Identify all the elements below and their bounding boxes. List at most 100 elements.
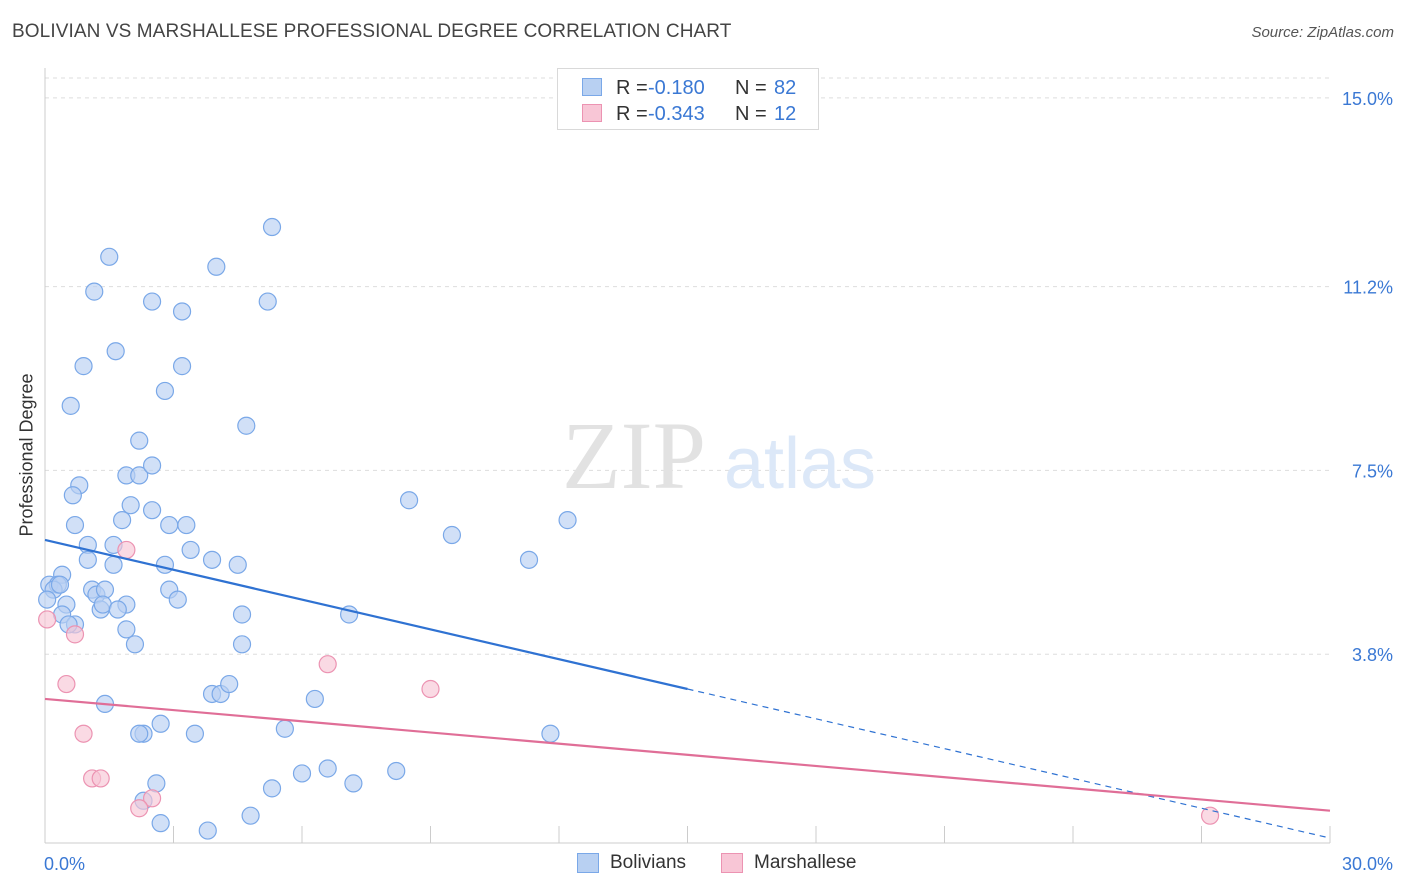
marshallese-point-11	[1200, 806, 1220, 825]
bolivians-point-76	[262, 779, 282, 798]
bolivians-point-59	[232, 635, 252, 654]
bolivians-point-66	[151, 714, 170, 733]
marshallese-point-6	[74, 724, 93, 743]
bolivians-point-32	[155, 555, 175, 574]
bolivians-point-15	[130, 466, 149, 485]
bolivians-point-21	[399, 491, 419, 510]
bolivians-point-12	[237, 416, 256, 435]
bolivians-point-44	[95, 580, 115, 599]
bolivians-point-74	[387, 761, 406, 781]
bolivians-point-65	[305, 689, 324, 709]
legend-swatch-pink	[721, 853, 743, 873]
axes	[44, 68, 1331, 844]
trend-lines	[44, 538, 1331, 839]
n-label: N =	[735, 77, 767, 99]
y-tick-label-2: 11.2%	[1343, 278, 1393, 298]
marshallese-point-4	[318, 655, 337, 674]
marshallese-point-5	[421, 679, 440, 699]
y-tick-label-3: 15.0%	[1342, 89, 1393, 109]
bolivians-point-36	[519, 550, 539, 569]
bolivians-point-81	[241, 806, 260, 825]
y-tick-label-0: 3.8%	[1352, 645, 1393, 665]
bolivians-point-77	[344, 774, 363, 793]
bolivians-point-27	[558, 511, 577, 530]
series-bolivians	[38, 217, 577, 840]
bolivians-point-72	[318, 759, 337, 778]
bolivians-point-33	[202, 550, 222, 569]
bolivians-point-53	[108, 600, 127, 619]
marshallese-point-8	[91, 769, 110, 788]
bolivians-point-8	[74, 357, 93, 376]
bolivians-point-34	[104, 555, 123, 574]
bolivians-point-73	[292, 764, 312, 783]
bolivians-point-30	[181, 540, 200, 560]
bolivians-point-1	[85, 282, 104, 301]
bolivians-point-58	[117, 620, 136, 639]
bolivians-point-46	[168, 590, 187, 609]
marshallese-point-9	[142, 789, 162, 808]
n-value: 82	[774, 77, 797, 99]
bolivians-point-13	[130, 431, 149, 450]
source-credit: Source: ZipAtlas.com	[1251, 24, 1394, 41]
bolivians-point-48	[38, 590, 57, 609]
bolivians-point-4	[142, 292, 162, 311]
bolivians-point-68	[185, 724, 205, 743]
bolivians-point-64	[220, 674, 239, 694]
r-label: R =	[616, 103, 648, 125]
tick-labels: 3.8% 7.5% 11.2% 15.0% 0.0% 30.0%	[44, 89, 1393, 874]
marshallese-point-1	[65, 625, 85, 644]
bolivians-point-11	[61, 396, 80, 415]
watermark-zip: ZIP	[562, 402, 706, 509]
y-tick-label-1: 7.5%	[1352, 461, 1393, 481]
legend-label: Bolivians	[610, 852, 687, 873]
bolivians-point-71	[541, 724, 560, 743]
bolivians-point-7	[106, 342, 125, 361]
marshallese-point-10	[130, 799, 149, 818]
trend-line-bolivians	[44, 538, 688, 691]
bolivians-point-70	[275, 719, 294, 738]
bolivians-point-24	[160, 515, 179, 535]
r-value: -0.180	[648, 77, 705, 99]
bolivians-point-20	[142, 501, 162, 520]
trend-line-marshallese	[44, 697, 1331, 812]
x-tick-label-1: 30.0%	[1342, 854, 1393, 874]
bolivians-point-10	[155, 381, 175, 401]
watermark-atlas: atlas	[724, 424, 876, 504]
bolivians-point-16	[142, 456, 162, 475]
bolivians-point-69	[130, 724, 149, 743]
bolivians-point-22	[112, 511, 132, 530]
bolivians-point-0	[100, 247, 119, 266]
watermark: ZIP atlas	[562, 402, 876, 509]
bolivians-point-60	[125, 635, 145, 654]
r-label: R =	[616, 77, 648, 99]
bolivians-point-54	[232, 605, 252, 624]
legend-swatch-blue	[582, 78, 602, 96]
bolivians-point-6	[258, 292, 277, 311]
series-marshallese	[38, 540, 1220, 825]
marshallese-point-3	[57, 674, 76, 694]
bolivians-point-35	[228, 555, 247, 574]
legend-swatch-blue	[577, 853, 599, 873]
bolivians-point-31	[78, 550, 97, 569]
n-value: 12	[774, 103, 797, 125]
bolivians-point-25	[177, 515, 196, 535]
stats-legend: R = -0.180 N = 82 R = -0.343 N = 12	[557, 68, 819, 130]
n-label: N =	[735, 103, 767, 125]
marshallese-point-2	[117, 540, 136, 560]
bolivians-point-19	[121, 496, 140, 515]
bolivians-point-41	[50, 575, 70, 594]
legend-swatch-pink	[582, 104, 602, 122]
bolivians-point-3	[262, 217, 282, 237]
bolivians-point-26	[442, 525, 462, 545]
bolivians-point-80	[198, 821, 217, 840]
marshallese-point-0	[38, 610, 57, 629]
r-value: -0.343	[648, 103, 705, 125]
bolivians-point-9	[172, 357, 192, 376]
bolivians-point-2	[207, 257, 226, 276]
bolivians-point-75	[147, 774, 166, 793]
x-tick-label-0: 0.0%	[44, 854, 85, 874]
bolivians-point-5	[172, 302, 192, 321]
chart-title: BOLIVIAN VS MARSHALLESE PROFESSIONAL DEG…	[12, 21, 732, 42]
bolivians-point-23	[65, 515, 85, 535]
